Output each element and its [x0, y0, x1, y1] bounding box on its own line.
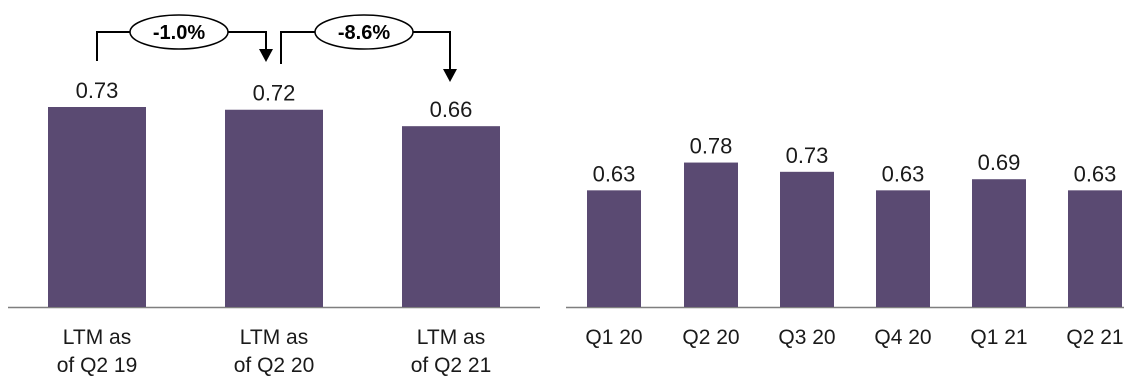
arrow-head — [259, 49, 273, 62]
category-label-2: LTM as of Q2 20 — [234, 326, 315, 377]
bar-1 — [48, 107, 146, 307]
category-label-line: Q3 20 — [778, 326, 835, 349]
change-label: -1.0% — [153, 22, 205, 44]
data-label-6: 0.63 — [1074, 161, 1117, 186]
data-label-1: 0.63 — [593, 161, 636, 186]
change-ellipse — [314, 14, 414, 50]
data-label-2: 0.78 — [690, 134, 733, 159]
data-label-2: 0.72 — [253, 81, 296, 106]
category-label-line: Q1 20 — [585, 326, 642, 349]
chart-1: 0.73 LTM as of Q2 19 0.72 LTM as of Q2 20 0.66… — [8, 14, 540, 377]
category-label-line: of Q2 19 — [57, 354, 138, 377]
category-label-1: Q1 20 — [585, 326, 642, 349]
chart-2: 0.63 Q1 20 0.78 Q2 20 0.73 Q3 20 0.63 Q4 20 0.69… — [566, 134, 1124, 349]
category-label-1: LTM as of Q2 19 — [57, 326, 138, 377]
change-ellipse — [129, 14, 229, 50]
category-label-line: Q2 21 — [1066, 326, 1123, 349]
bar-4 — [876, 190, 930, 307]
category-label-4: Q4 20 — [874, 326, 931, 349]
bar-1 — [587, 190, 641, 307]
change-bracket-2: -8.6% — [280, 14, 457, 82]
data-label-3: 0.73 — [786, 143, 829, 168]
category-label-6: Q2 21 — [1066, 326, 1123, 349]
category-label-line: LTM as — [63, 326, 131, 349]
category-label-3: LTM as of Q2 21 — [411, 326, 492, 377]
data-label-5: 0.69 — [978, 150, 1021, 175]
bar-3 — [780, 171, 834, 307]
bar-6 — [1068, 190, 1122, 307]
bar-5 — [972, 179, 1026, 307]
category-label-line: LTM as — [240, 326, 308, 349]
category-label-line: of Q2 20 — [234, 354, 315, 377]
data-label-3: 0.66 — [430, 97, 473, 122]
change-label: -8.6% — [338, 22, 390, 44]
category-label-line: LTM as — [417, 326, 485, 349]
category-label-line: of Q2 21 — [411, 354, 492, 377]
category-label-line: Q2 20 — [682, 326, 739, 349]
category-label-line: Q4 20 — [874, 326, 931, 349]
arrow-head — [443, 69, 457, 82]
category-label-5: Q1 21 — [970, 326, 1027, 349]
data-label-1: 0.73 — [76, 78, 119, 103]
bar-2 — [684, 162, 738, 307]
category-label-3: Q3 20 — [778, 326, 835, 349]
data-label-4: 0.63 — [882, 161, 925, 186]
category-label-2: Q2 20 — [682, 326, 739, 349]
bar-3 — [402, 126, 500, 307]
bar-2 — [225, 109, 323, 308]
category-label-line: Q1 21 — [970, 326, 1027, 349]
change-bracket-1: -1.0% — [96, 14, 273, 62]
